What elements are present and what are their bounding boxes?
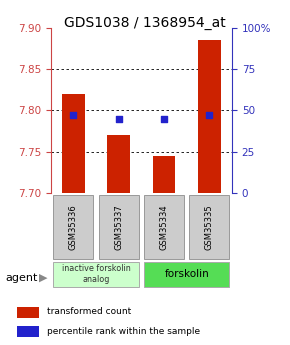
Text: ▶: ▶ — [39, 273, 47, 283]
Point — [116, 116, 121, 121]
Text: transformed count: transformed count — [47, 307, 131, 316]
Bar — [17, 326, 39, 337]
Text: GSM35336: GSM35336 — [69, 204, 78, 250]
Text: GSM35334: GSM35334 — [160, 204, 168, 250]
Text: forskolin: forskolin — [164, 269, 209, 279]
Text: inactive forskolin
analog: inactive forskolin analog — [62, 264, 130, 284]
Bar — [53, 262, 139, 287]
Bar — [189, 195, 229, 259]
Text: percentile rank within the sample: percentile rank within the sample — [47, 327, 200, 336]
Bar — [198, 40, 221, 193]
Bar — [153, 156, 175, 193]
Bar — [144, 262, 229, 287]
Bar — [17, 307, 39, 318]
Bar — [99, 195, 139, 259]
Point — [162, 116, 166, 121]
Bar — [62, 94, 85, 193]
Bar — [144, 195, 184, 259]
Text: agent: agent — [6, 273, 38, 283]
Text: GDS1038 / 1368954_at: GDS1038 / 1368954_at — [64, 16, 226, 30]
Bar — [53, 195, 93, 259]
Point — [71, 112, 76, 118]
Point — [207, 112, 212, 118]
Text: GSM35335: GSM35335 — [205, 204, 214, 250]
Bar — [107, 135, 130, 193]
Text: GSM35337: GSM35337 — [114, 204, 123, 250]
